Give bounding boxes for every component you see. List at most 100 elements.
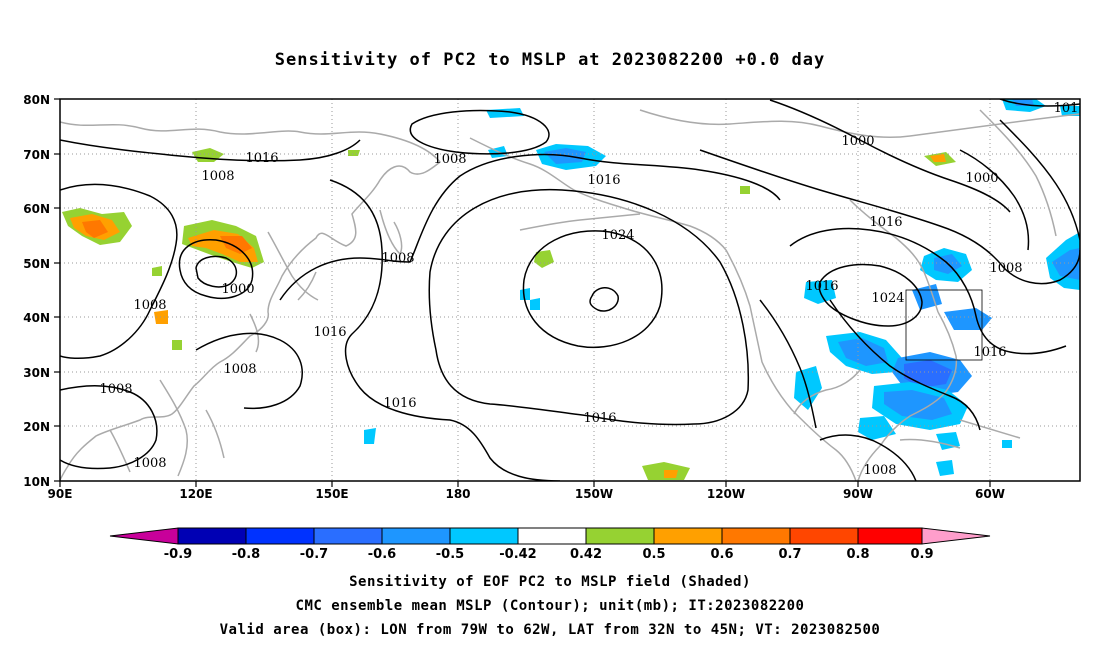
shade-patch: [884, 390, 952, 420]
contour-1008-canada: [699, 149, 1080, 285]
contour-1024-namerica: [818, 263, 923, 327]
contour-label: 1016: [245, 151, 278, 166]
contour-label: 1008: [133, 298, 166, 313]
coastlines: [60, 109, 1080, 481]
contour-label: 1008: [201, 169, 234, 184]
contour-label: 1024: [871, 291, 904, 306]
contour-1008-siberia-low: [178, 239, 254, 300]
coastline-florida-gulf: [793, 369, 861, 415]
shade-patch: [82, 220, 108, 238]
contour-1016-namerica: [789, 227, 1067, 355]
contour-1000-canada: [769, 99, 1011, 213]
lon-label-120e: 120E: [179, 487, 212, 501]
coastline-hudson: [849, 199, 939, 313]
lat-ticks: [54, 98, 991, 487]
colorbar-high-end: [921, 527, 991, 545]
lon-labels: 90E 120E 150E 180 150W 120W 90W 60W: [48, 487, 1005, 501]
coastline-seasia: [109, 379, 225, 477]
lat-label-50n: 50N: [23, 257, 50, 271]
shade-patch: [838, 338, 888, 366]
colorbar-label: -0.42: [499, 547, 536, 562]
shade-patch: [858, 416, 896, 440]
shade-patch: [152, 266, 162, 276]
contour-1016-westpac: [329, 179, 561, 481]
lon-label-150e: 150E: [315, 487, 348, 501]
colorbar-segment: [449, 527, 519, 545]
colorbar-segment: [789, 527, 859, 545]
contour-1008-pacific-south: [195, 332, 303, 410]
contour-1016-northasia: [60, 139, 361, 162]
contour-label: 101: [1054, 101, 1079, 116]
coastline-na-west: [725, 249, 857, 481]
contour-label: 1016: [973, 345, 1006, 360]
contour-label: 1016: [583, 411, 616, 426]
contour-label: 1016: [383, 396, 416, 411]
contour-1000-labrador: [959, 149, 1030, 251]
lat-labels: 80N 70N 60N 50N 40N 30N 20N 10N: [23, 93, 50, 489]
colorbar-label: 0.42: [570, 547, 602, 562]
contour-1008-southasia: [60, 384, 158, 470]
contour-label: 1016: [587, 173, 620, 188]
colorbar-segment: [245, 527, 315, 545]
shade-patch: [220, 236, 252, 254]
colorbar-label: 0.5: [642, 547, 665, 562]
contour-1016-baja: [759, 299, 817, 429]
colorbar-label: 0.9: [910, 547, 933, 562]
contour-1008-aleutian-low: [409, 109, 550, 155]
coastline-na-east: [857, 311, 958, 481]
map-frame: [59, 98, 1081, 482]
shade-patch: [520, 288, 530, 300]
colorbar-label: -0.9: [164, 547, 192, 562]
caption-valid-area: Valid area (box): LON from 79W to 62W, L…: [219, 622, 881, 638]
colorbar: -0.9 -0.8 -0.7 -0.6 -0.5 -0.42 0.42 0.5 …: [109, 527, 991, 562]
contour-1008-mexico: [819, 434, 917, 481]
lon-label-120w: 120W: [707, 487, 745, 501]
contour-1016-eastus: [829, 299, 981, 431]
contour-label: 1008: [989, 261, 1022, 276]
colorbar-label: -0.8: [232, 547, 260, 562]
shade-patch: [794, 366, 822, 410]
contour-label: 1016: [313, 325, 346, 340]
shade-patch: [936, 460, 954, 476]
lat-label-70n: 70N: [23, 148, 50, 162]
contour-label: 1008: [863, 463, 896, 478]
coastline-na-arctic: [639, 109, 1080, 139]
coastline-asia: [60, 121, 442, 481]
lat-label-10n: 10N: [23, 475, 50, 489]
coastline-greenland: [979, 109, 1057, 237]
lat-label-30n: 30N: [23, 366, 50, 380]
colorbar-segment: [517, 527, 587, 545]
contour-label: 1008: [381, 251, 414, 266]
contour-labels: 1016 1008 1008 1016 1024 1008 1000 1008 …: [99, 101, 1078, 478]
contour-label: 1000: [221, 282, 254, 297]
caption-shading: Sensitivity of EOF PC2 to MSLP field (Sh…: [349, 574, 751, 590]
contour-label: 1024: [601, 228, 634, 243]
shade-patch: [664, 470, 678, 478]
contour-label: 1000: [965, 171, 998, 186]
shade-patch: [740, 186, 750, 194]
colorbar-segment: [381, 527, 451, 545]
shade-patch: [364, 428, 376, 444]
contour-label: 1008: [433, 152, 466, 167]
colorbar-segment: [177, 527, 247, 545]
contour-1000-siberia-low: [195, 255, 238, 288]
contour-1016-pacific: [428, 188, 750, 426]
colorbar-segment: [313, 527, 383, 545]
coastline-kamchatka: [379, 209, 403, 256]
shade-patch: [1002, 440, 1012, 448]
lon-label-150w: 150W: [575, 487, 613, 501]
lat-label-80n: 80N: [23, 93, 50, 107]
contour-label: 1000: [841, 134, 874, 149]
shade-patch: [530, 298, 540, 310]
lon-label-180: 180: [445, 487, 470, 501]
map-title: Sensitivity of PC2 to MSLP at 2023082200…: [274, 50, 826, 70]
contour-label: 1008: [223, 362, 256, 377]
shade-patch: [1052, 248, 1080, 280]
contour-1024-pacific-high: [522, 230, 663, 349]
contour-1016-atlantic: [999, 119, 1080, 241]
colorbar-label: 0.8: [846, 547, 869, 562]
colorbar-label: 0.6: [710, 547, 733, 562]
lat-label-60n: 60N: [23, 202, 50, 216]
lat-label-40n: 40N: [23, 311, 50, 325]
shade-patch: [172, 340, 182, 350]
